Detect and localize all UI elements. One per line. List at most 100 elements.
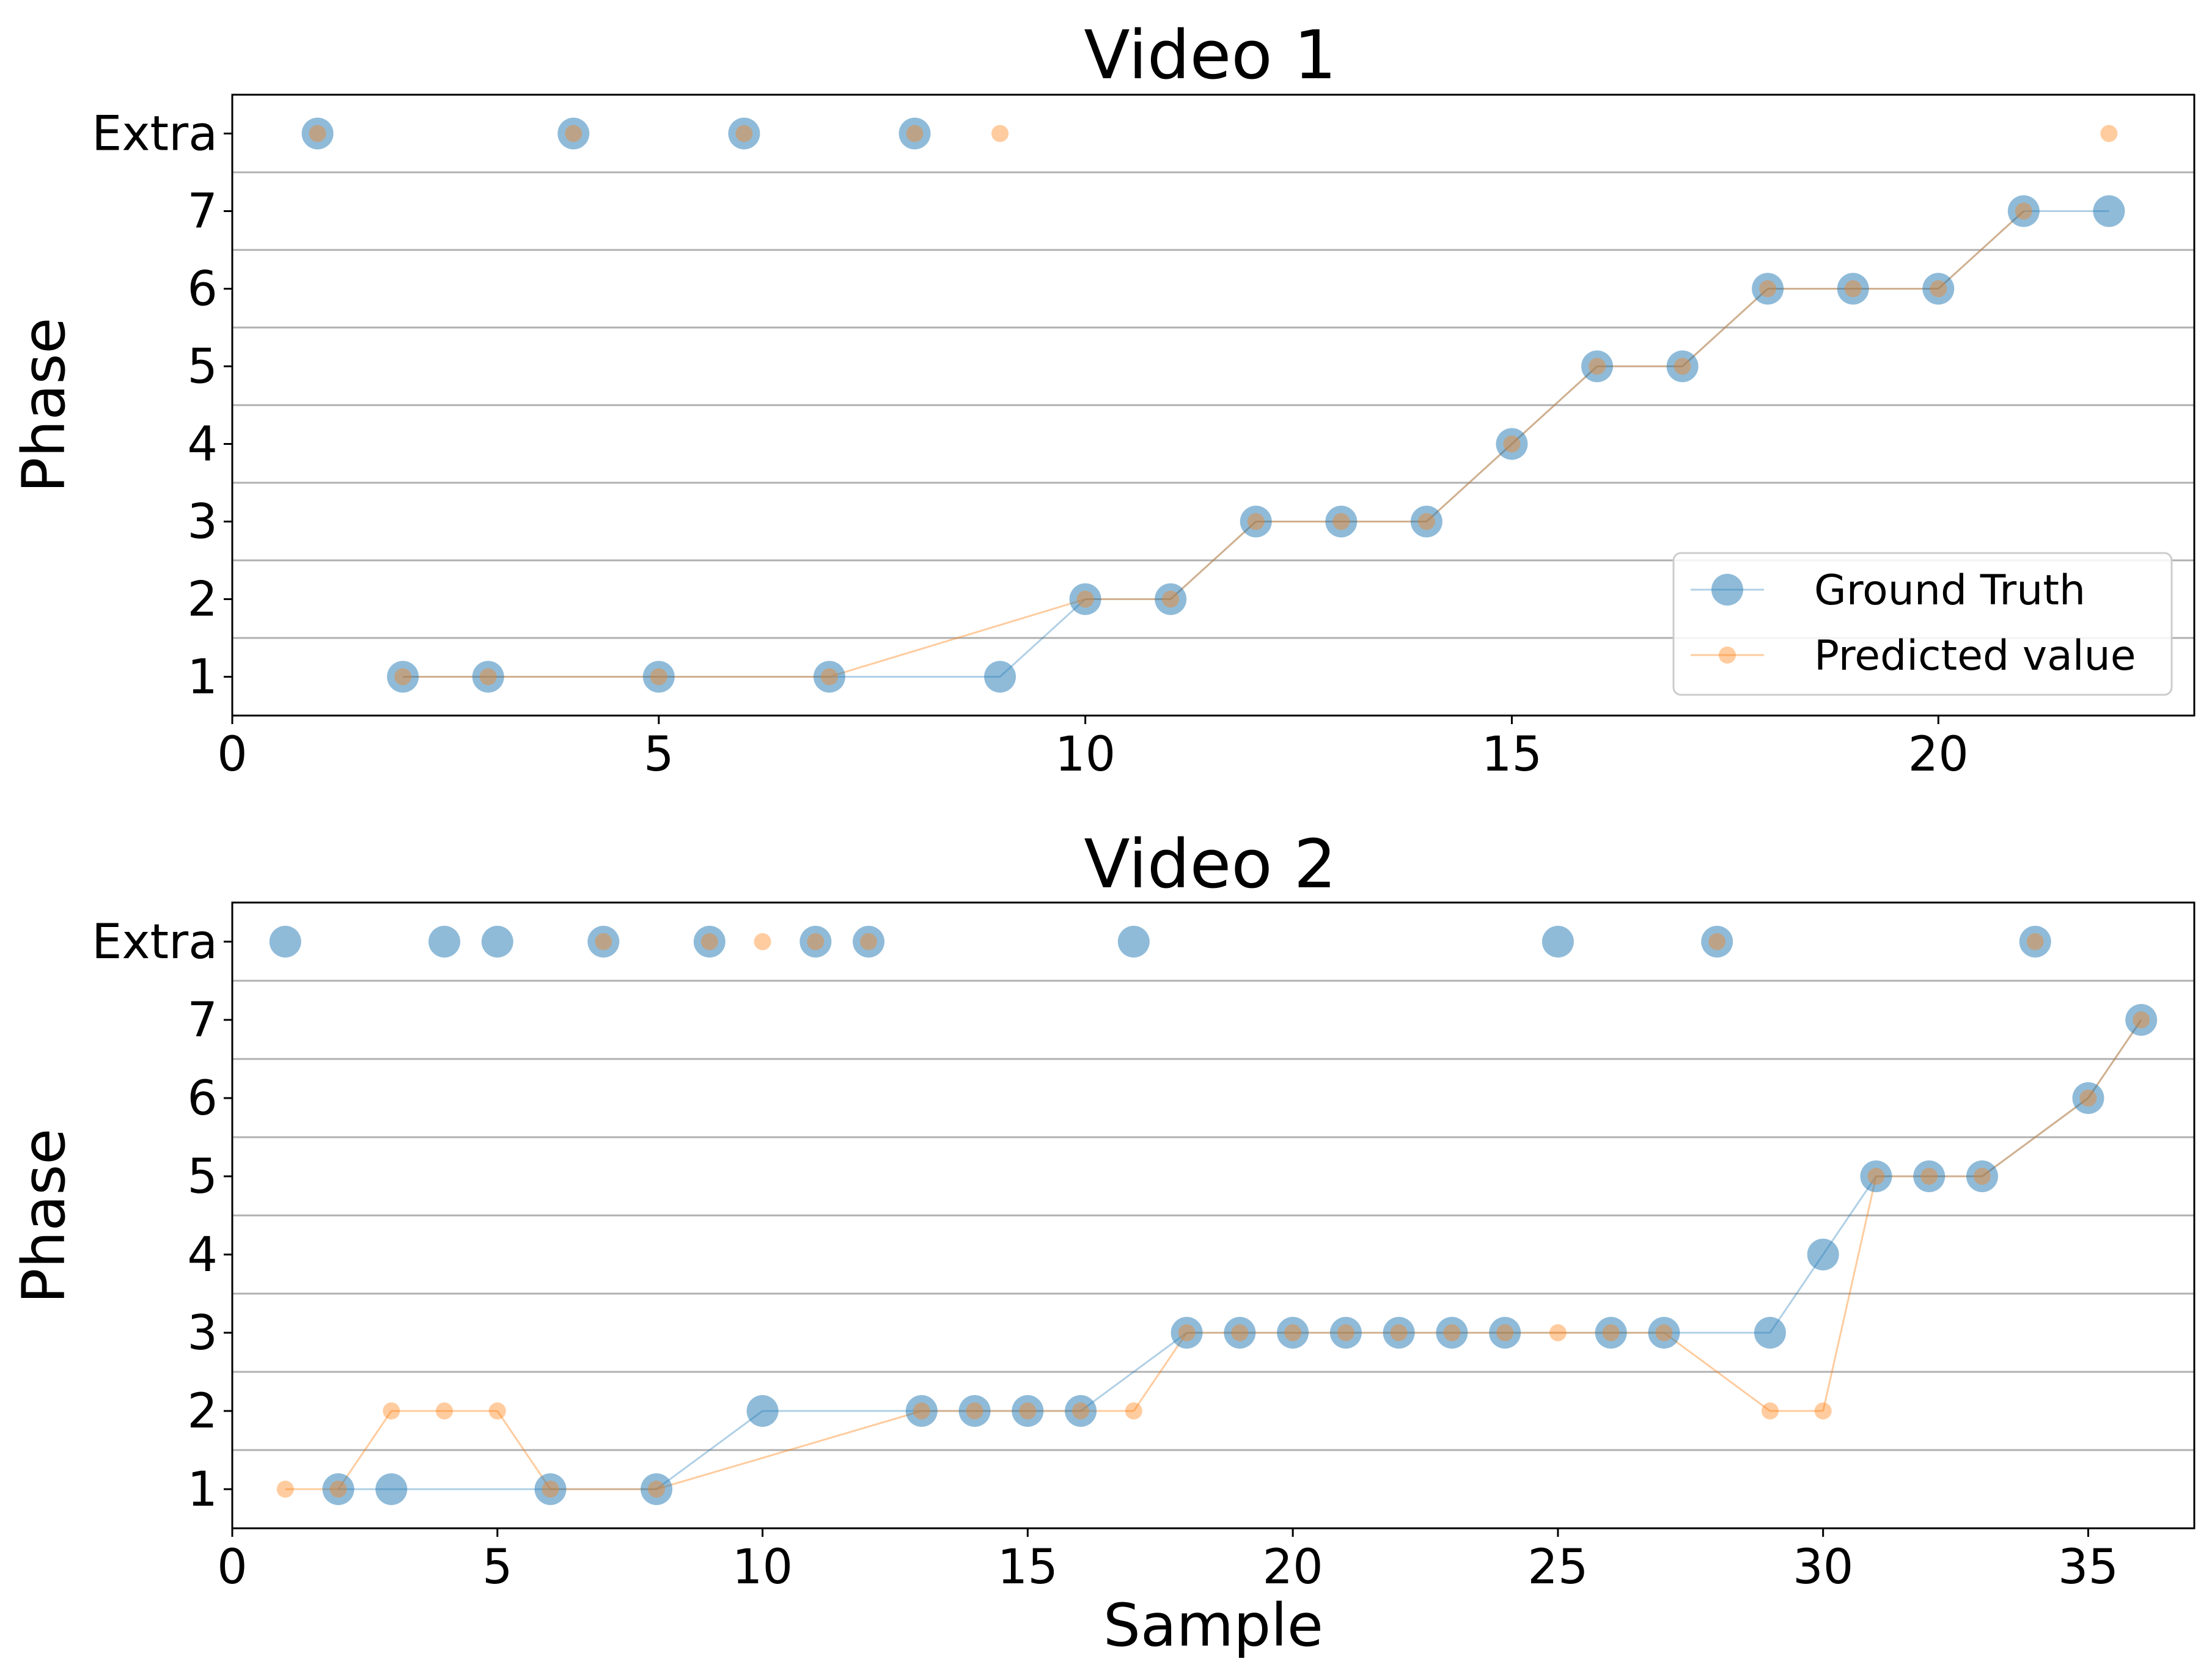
ground-truth-line-segment: [1938, 210, 2024, 290]
ground-truth-point: [1541, 926, 1574, 958]
predicted-line-segment: [1170, 521, 1257, 600]
y-tick-label: Extra: [92, 107, 218, 162]
ground-truth-point: [1065, 1395, 1097, 1427]
ground-truth-point: [1277, 1317, 1309, 1349]
predicted-point: [1247, 513, 1265, 530]
predicted-point: [1920, 1168, 1938, 1185]
predicted-point: [966, 1402, 983, 1420]
predicted-point: [1443, 1324, 1461, 1341]
chart-title: Video 1: [1084, 16, 1336, 94]
ground-truth-point: [1329, 1317, 1362, 1349]
predicted-point: [991, 125, 1009, 142]
predicted-legend-marker: [1719, 647, 1736, 664]
x-tick-label: 20: [1908, 727, 1969, 782]
ground-truth-point: [728, 117, 760, 150]
predicted-point: [1019, 1402, 1037, 1420]
y-tick-label: 2: [187, 573, 218, 628]
ground-truth-line-segment: [1511, 365, 1598, 445]
chart-panel-video-2: Video 2 1 2 3 4 5 6 7 Extra 0 5 10 15 20 25 30 35 Phase…: [10, 825, 2195, 1660]
predicted-point: [479, 668, 497, 686]
ground-truth-point: [1383, 1317, 1415, 1349]
predicted-point: [1178, 1324, 1196, 1341]
predicted-point: [2100, 125, 2118, 142]
y-tick-label: 6: [187, 262, 218, 317]
y-tick-label: 1: [187, 650, 218, 705]
ground-truth-point: [1224, 1317, 1256, 1349]
x-tick-label: 0: [217, 727, 248, 782]
ground-truth-point: [958, 1395, 991, 1427]
predicted-point: [383, 1402, 400, 1420]
predicted-point: [1284, 1324, 1302, 1341]
predicted-point: [1973, 1168, 1991, 1185]
predicted-line-segment: [1511, 365, 1598, 445]
ground-truth-point: [898, 117, 931, 150]
x-tick-label: 15: [1482, 727, 1542, 782]
ground-truth-point: [642, 661, 675, 693]
x-tick-label: 0: [217, 1540, 248, 1595]
predicted-point: [700, 933, 718, 950]
ground-truth-line-segment: [1170, 521, 1257, 600]
predicted-point: [1390, 1324, 1408, 1341]
predicted-line-segment: [1982, 1097, 2089, 1178]
legend: Ground Truth Predicted value: [1672, 552, 2173, 696]
predicted-point: [565, 125, 582, 142]
chart-panel-video-1: Video 1 1 2 3 4 5 6 7 Extra 0 5 10 15 20 Phase Groun…: [10, 16, 2195, 782]
y-tick-label: 7: [187, 993, 218, 1048]
ground-truth-point: [1913, 1160, 1946, 1192]
ground-truth-point: [2125, 1004, 2158, 1036]
ground-truth-point: [1648, 1317, 1680, 1349]
ground-truth-point: [1807, 1239, 1839, 1270]
x-axis-label: Sample: [1103, 1591, 1323, 1660]
x-tick-label: 10: [732, 1540, 793, 1595]
ground-truth-point: [1966, 1160, 1998, 1192]
ground-truth-line-segment: [1080, 1332, 1188, 1412]
ground-truth-line-segment: [1681, 288, 1769, 367]
ground-truth-point: [2093, 195, 2125, 227]
plot-area: [231, 93, 2195, 717]
predicted-point: [1496, 1324, 1514, 1341]
predicted-point: [542, 1481, 559, 1498]
predicted-point: [1674, 357, 1691, 375]
y-axis-label: Phase: [10, 318, 78, 493]
ground-truth-point: [1922, 273, 1955, 305]
ground-truth-point: [587, 926, 620, 958]
predicted-point: [1072, 1402, 1090, 1420]
ground-truth-point: [1837, 273, 1869, 305]
y-tick-label: 5: [187, 340, 218, 395]
x-tick-label: 15: [998, 1540, 1058, 1595]
y-tick-label: Extra: [92, 915, 218, 970]
ground-truth-point: [2072, 1082, 2104, 1114]
ground-truth-point: [322, 1473, 355, 1505]
predicted-point: [860, 933, 878, 950]
predicted-point: [309, 125, 326, 142]
x-tick-label: 5: [644, 727, 674, 782]
y-tick-label: 6: [187, 1071, 218, 1126]
ground-truth-point: [1496, 428, 1528, 460]
ground-truth-line-segment: [656, 1410, 763, 1490]
predicted-point: [1549, 1324, 1567, 1341]
predicted-point: [436, 1402, 454, 1420]
chart-title: Video 2: [1084, 825, 1336, 903]
predicted-point: [1231, 1324, 1249, 1341]
ground-truth-point: [301, 117, 334, 150]
y-tick-label: 4: [187, 417, 218, 472]
predicted-point: [1332, 513, 1350, 530]
ground-truth-point: [375, 1473, 408, 1505]
ground-truth-point: [1595, 1317, 1627, 1349]
y-axis-label: Phase: [10, 1129, 78, 1304]
ground-truth-point: [1701, 926, 1733, 958]
predicted-point: [2079, 1090, 2097, 1107]
ground-truth-point: [428, 926, 461, 958]
predicted-point: [1708, 933, 1726, 950]
predicted-point: [1076, 590, 1094, 608]
y-tick-label: 2: [187, 1384, 218, 1439]
ground-truth-point: [853, 926, 885, 958]
predicted-point: [1761, 1402, 1779, 1420]
predicted-point: [1930, 280, 1947, 298]
ground-truth-point: [1410, 505, 1442, 538]
predicted-line-segment: [656, 1410, 922, 1490]
predicted-point: [2015, 202, 2032, 220]
ground-truth-point: [1581, 350, 1614, 383]
ground-truth-point: [799, 926, 832, 958]
ground-truth-point: [984, 661, 1016, 693]
